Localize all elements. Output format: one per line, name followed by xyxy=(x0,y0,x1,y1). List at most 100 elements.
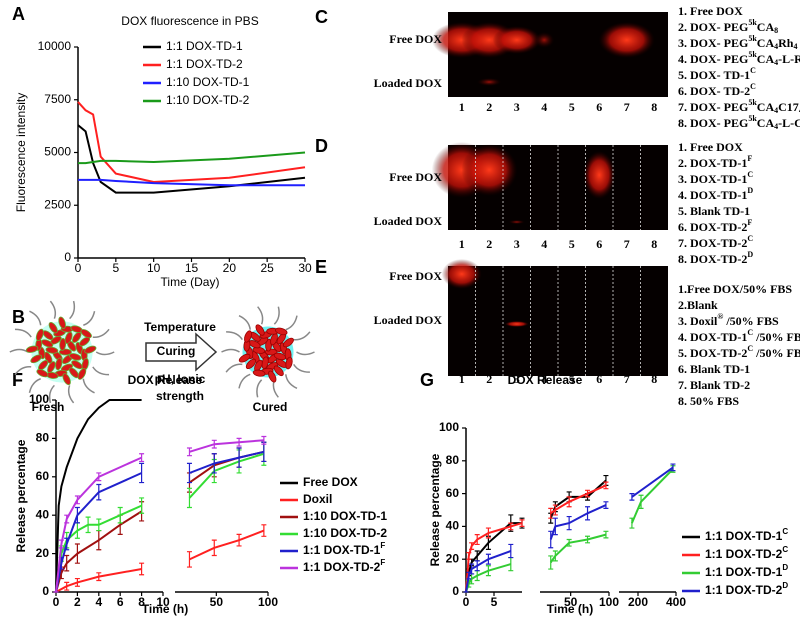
error-bar xyxy=(96,572,102,582)
series-line xyxy=(631,466,674,498)
peg-chain xyxy=(221,348,240,353)
error-bar xyxy=(186,487,192,509)
item-sup: D xyxy=(747,186,753,195)
y-tick-label: 10000 xyxy=(38,39,72,53)
item-t: CA xyxy=(757,52,775,66)
panel-letter: D xyxy=(315,136,328,156)
gel-band xyxy=(441,259,482,289)
legend-item: 8. 50% FBS xyxy=(678,394,739,408)
y-tick-label: 5000 xyxy=(44,145,71,159)
lane-label: 6 xyxy=(596,100,602,114)
item-t: 4. DOX-TD-1 xyxy=(678,330,747,344)
x-tick-label: 25 xyxy=(260,261,274,275)
legend-label: 1:10 DOX-TD-2 xyxy=(166,93,250,107)
dox-molecule xyxy=(285,356,293,370)
gel-band xyxy=(461,144,518,196)
legend-label: Doxil xyxy=(303,492,332,506)
item-sub: 8 xyxy=(774,26,778,35)
item-sup: ® xyxy=(717,312,723,321)
item-sup: F xyxy=(747,218,752,227)
lane-label: 1 xyxy=(459,237,465,251)
gel-band xyxy=(583,151,616,199)
peg-chain xyxy=(92,328,110,339)
peg-chain xyxy=(238,373,251,389)
panel-letter: E xyxy=(315,257,327,277)
dox-molecule xyxy=(84,345,97,354)
lane-label: 5 xyxy=(569,100,575,114)
lane-label: 7 xyxy=(624,237,630,251)
dox-molecule xyxy=(238,353,251,363)
row-label: Free DOX xyxy=(389,32,442,46)
error-bar xyxy=(585,535,591,544)
legend-superscript: D xyxy=(782,563,788,572)
lane-label: 8 xyxy=(651,100,657,114)
legend-name: 1:1 DOX-TD-2 xyxy=(705,583,783,597)
series-line xyxy=(189,529,265,561)
legend-item: 5. Blank TD-1 xyxy=(678,204,750,218)
error-bar xyxy=(508,543,514,559)
peg-chain xyxy=(293,363,310,373)
gel-band xyxy=(492,26,541,54)
series-line xyxy=(77,124,306,194)
legend-item: 2.Blank xyxy=(678,298,718,312)
error-bar xyxy=(139,497,145,514)
error-bar xyxy=(74,495,80,505)
y-tick-label: 60 xyxy=(36,469,50,483)
error-bar xyxy=(211,539,217,557)
panel-letter: C xyxy=(315,7,328,27)
error-bar xyxy=(139,453,145,463)
lane-label: 3 xyxy=(514,100,520,114)
item-t: CA xyxy=(757,100,775,114)
dox-molecule xyxy=(48,322,58,334)
x-tick-label: 6 xyxy=(117,595,124,609)
series-line xyxy=(630,468,674,524)
series-line xyxy=(55,472,143,593)
error-bar xyxy=(74,543,80,564)
item-t: 7. DOX-TD-2 xyxy=(678,236,747,250)
x-tick-label: 5 xyxy=(112,261,119,275)
gel-band xyxy=(508,220,525,224)
legend-label: 1:10 DOX-TD-1 xyxy=(303,509,387,523)
x-tick-label: 100 xyxy=(599,595,619,609)
item-t: 5. DOX-TD-2 xyxy=(678,346,747,360)
y-tick-label: 40 xyxy=(446,519,460,533)
x-tick-label: 10 xyxy=(147,261,161,275)
lane-label: 1 xyxy=(459,100,465,114)
legend-label: 1:1 DOX-TD-2F xyxy=(303,558,385,574)
item-sup: 5k xyxy=(748,98,757,107)
dox-molecule xyxy=(268,370,277,383)
error-bar xyxy=(64,581,70,591)
arrow xyxy=(145,332,218,372)
panel-letter: F xyxy=(12,370,23,390)
item-t: 8. 50% FBS xyxy=(678,394,739,408)
legend-item: 8. DOX- PEG5kCA4-L-C174 xyxy=(678,114,800,131)
legend-item: 4. DOX- PEG5kCA4-L-Rh4 xyxy=(678,50,800,67)
series-line xyxy=(55,456,143,593)
legend-name: 1:10 DOX-TD-2 xyxy=(303,526,387,540)
legend-item: 1. Free DOX xyxy=(678,140,743,154)
legend-name: 1:1 DOX-TD-1 xyxy=(166,39,243,53)
item-sup: F xyxy=(747,154,752,163)
legend-superscript: C xyxy=(782,545,788,554)
error-bar xyxy=(474,534,480,546)
item-sub: 4 xyxy=(774,42,778,51)
lane-label: 2 xyxy=(486,100,492,114)
legend-item: 6. Blank TD-1 xyxy=(678,362,750,376)
error-bar xyxy=(508,522,514,531)
y-tick-label: 20 xyxy=(36,546,50,560)
error-bar xyxy=(64,554,70,572)
peg-chain xyxy=(14,328,32,338)
error-bar xyxy=(261,435,267,445)
item-t: 5. DOX- TD-1 xyxy=(678,68,750,82)
legend-item: 2. DOX-TD-1F xyxy=(678,154,752,170)
panel-letter: G xyxy=(420,370,434,390)
peg-chain xyxy=(82,378,95,394)
peg-chain xyxy=(29,310,42,326)
error-bar xyxy=(96,518,102,532)
chart-title: DOX Release xyxy=(508,373,583,387)
item-sub: 4 xyxy=(793,42,797,51)
lane-label: 3 xyxy=(514,237,520,251)
item-sup: C xyxy=(747,344,753,353)
legend-label: 1:1 DOX-TD-2 xyxy=(166,57,243,71)
dox-molecule xyxy=(36,369,49,378)
